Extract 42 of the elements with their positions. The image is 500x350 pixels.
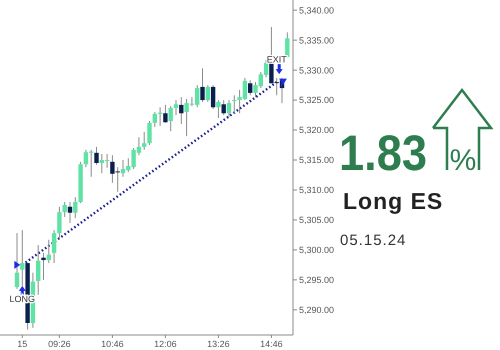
y-tick-label: 5,305.00 — [299, 215, 334, 226]
y-tick-label: 5,300.00 — [299, 245, 334, 256]
y-tick-label: 5,335.00 — [299, 35, 334, 46]
y-tick-label: 5,340.00 — [299, 5, 334, 16]
y-tick-label: 5,320.00 — [299, 125, 334, 136]
candlestick — [206, 84, 210, 102]
candlestick — [46, 239, 51, 264]
candlestick — [41, 252, 46, 280]
text: 1.83 — [339, 125, 436, 181]
y-tick-label: 5,325.00 — [299, 95, 334, 106]
candlestick — [210, 84, 216, 110]
candlestick — [142, 131, 146, 150]
text: Long ES — [343, 188, 444, 214]
x-tick-label: 10:46 — [101, 339, 124, 349]
text: 05.15.24 — [340, 232, 406, 249]
candlestick — [232, 94, 236, 114]
candlestick — [179, 96, 184, 125]
x-tick-label: 15 — [17, 339, 28, 349]
y-tick-label: 5,295.00 — [299, 275, 334, 286]
candlestick — [62, 201, 67, 218]
candlestick — [73, 196, 78, 219]
candlestick — [152, 112, 157, 128]
candlestick — [222, 100, 226, 116]
candlestick — [158, 106, 162, 126]
x-tick-label: 09:26 — [48, 339, 71, 349]
text: % — [450, 144, 476, 177]
candlestick — [248, 80, 252, 96]
candlestick — [168, 106, 173, 132]
candlestick — [163, 104, 168, 124]
candlestick — [200, 68, 205, 102]
y-tick-label: 5,310.00 — [299, 185, 334, 196]
candlestick — [36, 244, 40, 296]
candlestick — [216, 100, 221, 119]
x-tick-label: 12:06 — [154, 339, 177, 349]
x-tick-label: 14:46 — [260, 339, 283, 349]
candlestick — [226, 100, 232, 118]
y-tick-label: 5,290.00 — [299, 304, 334, 315]
candlestick — [57, 206, 62, 240]
y-tick-label: 5,330.00 — [299, 65, 334, 76]
candlestick — [52, 230, 56, 264]
x-tick-label: 13:26 — [207, 339, 230, 349]
y-tick-label: 5,315.00 — [299, 155, 334, 166]
